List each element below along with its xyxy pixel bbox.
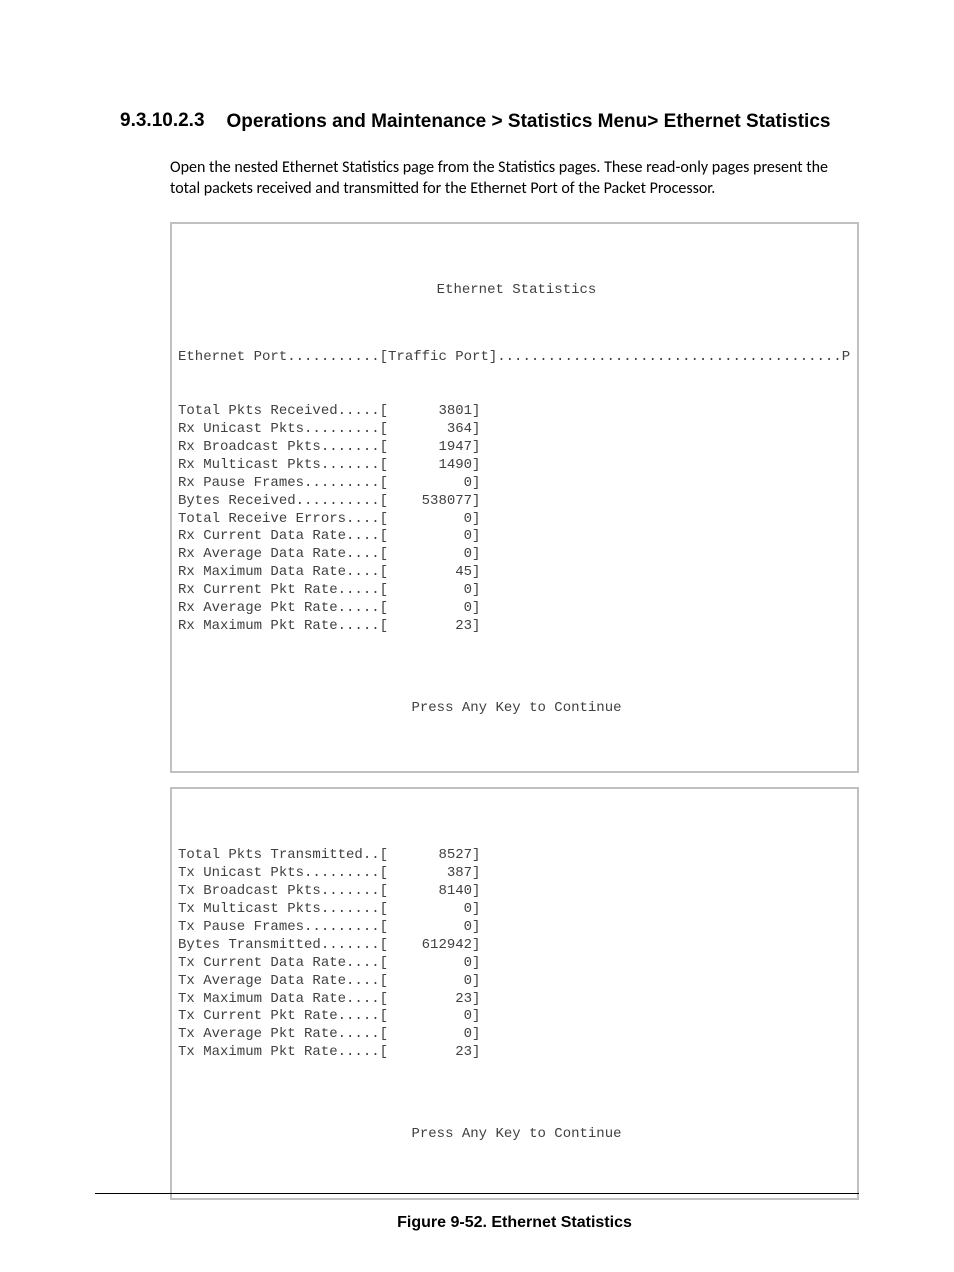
stat-line: Tx Average Pkt Rate.....[ 0] — [178, 1026, 855, 1044]
stat-line: Rx Maximum Pkt Rate.....[ 23] — [178, 618, 855, 636]
tx-stats-block: Total Pkts Transmitted..[ 8527]Tx Unicas… — [178, 847, 855, 1062]
rx-stats-block: Total Pkts Received.....[ 3801]Rx Unicas… — [178, 403, 855, 636]
stat-line: Rx Average Pkt Rate.....[ 0] — [178, 600, 855, 618]
stat-line: Total Receive Errors....[ 0] — [178, 511, 855, 529]
terminal-rx-box: Ethernet Statistics Ethernet Port.......… — [170, 222, 859, 774]
stat-line: Rx Current Pkt Rate.....[ 0] — [178, 582, 855, 600]
figure-caption: Figure 9-52. Ethernet Statistics — [170, 1214, 859, 1232]
stat-line: Tx Current Pkt Rate.....[ 0] — [178, 1008, 855, 1026]
ethernet-port-line: Ethernet Port...........[Traffic Port]..… — [178, 349, 855, 367]
stat-line: Tx Maximum Data Rate....[ 23] — [178, 991, 855, 1009]
stat-line: Tx Maximum Pkt Rate.....[ 23] — [178, 1044, 855, 1062]
stat-line: Rx Broadcast Pkts.......[ 1947] — [178, 439, 855, 457]
stat-line: Tx Pause Frames.........[ 0] — [178, 919, 855, 937]
stat-line: Tx Multicast Pkts.......[ 0] — [178, 901, 855, 919]
stat-line: Total Pkts Received.....[ 3801] — [178, 403, 855, 421]
stat-line: Bytes Received..........[ 538077] — [178, 493, 855, 511]
stat-line: Tx Current Data Rate....[ 0] — [178, 955, 855, 973]
stat-line: Tx Average Data Rate....[ 0] — [178, 973, 855, 991]
terminal-prompt: Press Any Key to Continue — [178, 700, 855, 718]
stat-line: Rx Average Data Rate....[ 0] — [178, 546, 855, 564]
page: 9.3.10.2.3 Operations and Maintenance > … — [0, 0, 954, 1272]
intro-paragraph: Open the nested Ethernet Statistics page… — [170, 157, 859, 200]
stat-line: Rx Multicast Pkts.......[ 1490] — [178, 457, 855, 475]
stat-line: Rx Maximum Data Rate....[ 45] — [178, 564, 855, 582]
stat-line: Bytes Transmitted.......[ 612942] — [178, 937, 855, 955]
stat-line: Total Pkts Transmitted..[ 8527] — [178, 847, 855, 865]
terminal-title: Ethernet Statistics — [178, 282, 855, 300]
heading-title: Operations and Maintenance > Statistics … — [227, 110, 831, 135]
footer-rule — [95, 1193, 859, 1194]
stat-line: Rx Pause Frames.........[ 0] — [178, 475, 855, 493]
stat-line: Tx Broadcast Pkts.......[ 8140] — [178, 883, 855, 901]
stat-line: Rx Unicast Pkts.........[ 364] — [178, 421, 855, 439]
stat-line: Rx Current Data Rate....[ 0] — [178, 528, 855, 546]
heading-number: 9.3.10.2.3 — [120, 110, 205, 132]
terminal-prompt: Press Any Key to Continue — [178, 1126, 855, 1144]
section-heading: 9.3.10.2.3 Operations and Maintenance > … — [120, 110, 859, 135]
terminal-tx-box: Total Pkts Transmitted..[ 8527]Tx Unicas… — [170, 787, 859, 1199]
stat-line: Tx Unicast Pkts.........[ 387] — [178, 865, 855, 883]
